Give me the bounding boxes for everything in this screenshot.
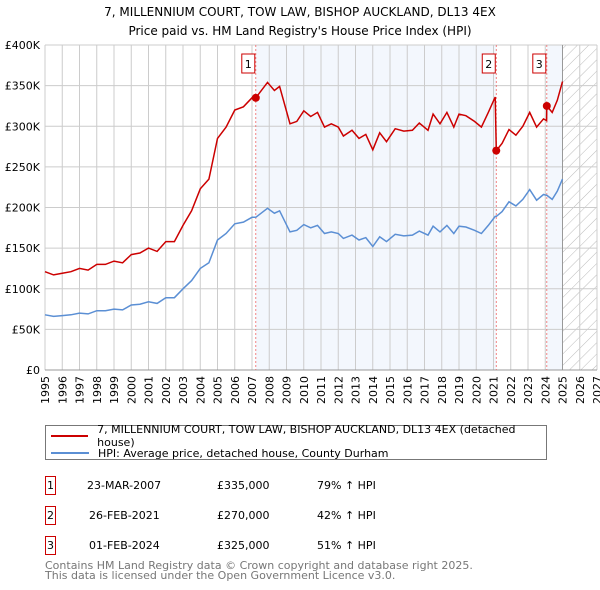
sale-label: 1 bbox=[245, 58, 252, 71]
x-tick-label: 2016 bbox=[401, 376, 414, 404]
sale-date: 23-MAR-2007 bbox=[87, 479, 162, 492]
sale-label: 3 bbox=[536, 58, 543, 71]
y-tick-label: £250K bbox=[5, 161, 41, 174]
sale-point bbox=[542, 101, 551, 110]
x-tick-label: 1998 bbox=[91, 376, 104, 404]
footer: Contains HM Land Registry data © Crown c… bbox=[45, 559, 473, 582]
y-tick-label: £150K bbox=[5, 242, 41, 255]
sale-hpi: 42% ↑ HPI bbox=[317, 509, 376, 522]
sale-label-box bbox=[532, 53, 547, 74]
x-tick-label: 1995 bbox=[39, 376, 52, 404]
sale-label-box bbox=[241, 53, 256, 74]
x-tick-label: 2012 bbox=[332, 376, 345, 404]
x-tick-label: 2007 bbox=[246, 376, 259, 404]
y-tick-label: £400K bbox=[5, 39, 41, 52]
sale-hpi: 51% ↑ HPI bbox=[317, 539, 376, 552]
x-tick-label: 1997 bbox=[74, 376, 87, 404]
y-tick-label: £0 bbox=[26, 364, 40, 377]
x-tick-label: 2010 bbox=[298, 376, 311, 404]
y-tick-label: £300K bbox=[5, 120, 41, 133]
x-tick-label: 1996 bbox=[56, 376, 69, 404]
x-tick-label: 1999 bbox=[108, 376, 121, 404]
legend-swatch-red bbox=[51, 435, 89, 437]
x-tick-label: 2022 bbox=[505, 376, 518, 404]
sale-point bbox=[251, 93, 260, 102]
legend-label: 7, MILLENNIUM COURT, TOW LAW, BISHOP AUC… bbox=[97, 423, 516, 449]
sale-date: 01-FEB-2024 bbox=[89, 539, 160, 552]
x-tick-label: 2008 bbox=[263, 376, 276, 404]
x-tick-label: 2018 bbox=[436, 376, 449, 404]
x-tick-label: 2015 bbox=[384, 376, 397, 404]
x-tick-label: 2004 bbox=[194, 376, 207, 404]
sale-point bbox=[492, 146, 501, 155]
x-tick-label: 2021 bbox=[488, 376, 501, 404]
sale-badge: 2 bbox=[45, 506, 56, 525]
x-tick-label: 2005 bbox=[212, 376, 225, 404]
sale-label: 2 bbox=[485, 58, 492, 71]
sale-price: £335,000 bbox=[217, 479, 270, 492]
x-tick-label: 2020 bbox=[470, 376, 483, 404]
sale-row: 3 01-FEB-2024 £325,000 51% ↑ HPI bbox=[45, 536, 445, 556]
y-tick-label: £100K bbox=[5, 283, 41, 296]
chart-title: 7, MILLENNIUM COURT, TOW LAW, BISHOP AUC… bbox=[104, 5, 496, 19]
sale-price: £325,000 bbox=[217, 539, 270, 552]
x-tick-label: 2027 bbox=[591, 376, 600, 404]
sale-row: 2 26-FEB-2021 £270,000 42% ↑ HPI bbox=[45, 506, 445, 526]
x-tick-label: 2017 bbox=[419, 376, 432, 404]
x-tick-label: 2002 bbox=[160, 376, 173, 404]
sale-price: £270,000 bbox=[217, 509, 270, 522]
legend-item-hpi: HPI: Average price, detached house, Coun… bbox=[51, 446, 389, 460]
x-tick-label: 2011 bbox=[315, 376, 328, 404]
footer-copyright: Contains HM Land Registry data © Crown c… bbox=[45, 559, 473, 572]
footer-licence: This data is licensed under the Open Gov… bbox=[45, 569, 396, 582]
x-tick-label: 2023 bbox=[522, 376, 535, 404]
x-tick-label: 2003 bbox=[177, 376, 190, 404]
x-tick-label: 2014 bbox=[367, 376, 380, 404]
legend-item-property: 7, MILLENNIUM COURT, TOW LAW, BISHOP AUC… bbox=[51, 423, 546, 449]
sale-label-box bbox=[481, 53, 496, 74]
y-tick-label: £50K bbox=[12, 323, 41, 336]
x-tick-label: 2026 bbox=[574, 376, 587, 404]
legend: 7, MILLENNIUM COURT, TOW LAW, BISHOP AUC… bbox=[45, 423, 547, 460]
sale-date: 26-FEB-2021 bbox=[89, 509, 160, 522]
x-tick-label: 2006 bbox=[229, 376, 242, 404]
x-tick-label: 2000 bbox=[125, 376, 138, 404]
x-tick-label: 2009 bbox=[281, 376, 294, 404]
legend-label: HPI: Average price, detached house, Coun… bbox=[98, 446, 389, 460]
chart-subtitle: Price paid vs. HM Land Registry's House … bbox=[128, 24, 471, 38]
y-tick-label: £200K bbox=[5, 202, 41, 215]
sale-badge: 1 bbox=[45, 476, 56, 495]
x-tick-label: 2019 bbox=[453, 376, 466, 404]
price-chart: 7, MILLENNIUM COURT, TOW LAW, BISHOP AUC… bbox=[5, 5, 600, 404]
x-tick-label: 2024 bbox=[539, 376, 552, 404]
sale-row: 1 23-MAR-2007 £335,000 79% ↑ HPI bbox=[45, 476, 445, 496]
sale-hpi: 79% ↑ HPI bbox=[317, 479, 376, 492]
legend-swatch-blue bbox=[51, 452, 89, 454]
x-tick-label: 2001 bbox=[143, 376, 156, 404]
sale-badge: 3 bbox=[45, 536, 56, 555]
y-tick-label: £350K bbox=[5, 80, 41, 93]
hpi-line bbox=[44, 178, 564, 318]
x-tick-label: 2013 bbox=[350, 376, 363, 404]
x-tick-label: 2025 bbox=[557, 376, 570, 404]
